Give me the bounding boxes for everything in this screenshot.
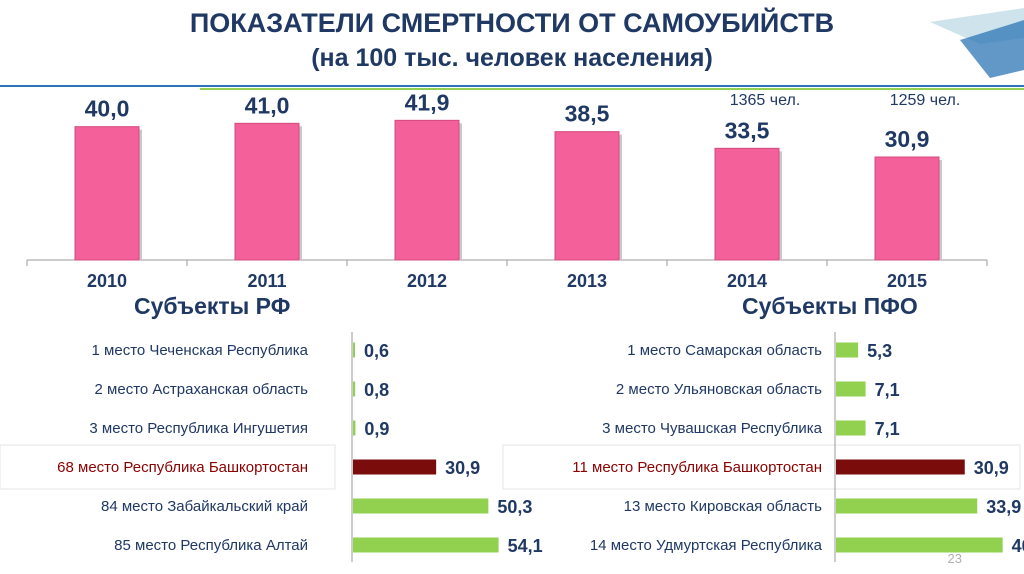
bar-2013 [554, 131, 620, 261]
rank-bar-value: 0,8 [364, 380, 389, 400]
rank-bar [836, 498, 978, 514]
rank-bar-value: 50,3 [497, 497, 532, 517]
people-count-annotation: 1365 чел. [730, 92, 801, 109]
rank-row-label: 3 место Республика Ингушетия [89, 420, 308, 437]
rank-bar [836, 420, 866, 436]
rank-row-label: 14 место Удмуртская Республика [590, 537, 823, 554]
bar-value-label: 41,0 [245, 92, 290, 118]
rank-bar [836, 459, 965, 475]
rank-bar-value: 30,9 [445, 458, 480, 478]
rank-bar-value: 40,0 [1012, 536, 1024, 556]
rank-bar-value: 33,9 [986, 497, 1021, 517]
rank-row-label: 1 место Самарская область [627, 342, 822, 359]
rank-bar-value: 5,3 [867, 341, 892, 361]
highlight-row-box [0, 444, 336, 490]
bar-value-label: 33,5 [725, 117, 770, 143]
rank-row-label: 2 место Астраханская область [95, 381, 309, 398]
x-tick-label: 2011 [247, 271, 286, 291]
rank-bar-value: 0,6 [364, 341, 389, 361]
ranking-bar-charts: 1 место Чеченская Республика 0,6 2 место А… [0, 332, 1024, 562]
rank-row-label: 2 место Ульяновская область [616, 381, 822, 398]
bar-2011 [234, 122, 300, 261]
rank-row-label: 85 место Республика Алтай [114, 537, 308, 554]
rank-bar [836, 381, 866, 397]
rank-bar [836, 537, 1003, 553]
rank-bar-value: 7,1 [875, 380, 900, 400]
rank-row-label: 68 место Республика Башкортостан [57, 459, 308, 476]
bar-value-label: 40,0 [85, 96, 130, 122]
x-tick-label: 2010 [87, 271, 127, 291]
rank-bar [353, 498, 489, 514]
x-tick-label: 2013 [567, 271, 607, 291]
rank-row-label: 3 место Чувашская Республика [602, 420, 822, 437]
top-decoration [0, 8, 1024, 90]
rank-row-label: 11 место Республика Башкортостан [572, 459, 822, 476]
rank-row-label: 13 место Кировская область [624, 498, 823, 515]
x-tick-label: 2012 [407, 271, 447, 291]
slide-number: 23 [947, 551, 962, 566]
bar-2014 [714, 147, 780, 261]
page-title: ПОКАЗАТЕЛИ СМЕРТНОСТИ ОТ САМОУБИЙСТВ [189, 8, 835, 38]
rank-bar-value: 7,1 [875, 419, 900, 439]
bar-2015 [874, 156, 940, 261]
rf-subjects-heading: Субъекты РФ [134, 293, 291, 319]
bar-value-label: 30,9 [885, 126, 930, 152]
rank-bar-value: 54,1 [508, 536, 543, 556]
yearly-bar-chart: 40,0 2010 41,0 2011 41,9 2012 38,5 2013 33,5 2014… [26, 89, 988, 291]
x-tick-label: 2014 [727, 271, 767, 291]
bar-2012 [394, 119, 460, 261]
rank-row-label: 1 место Чеченская Республика [92, 342, 309, 359]
page-subtitle: (на 100 тыс. человек населения) [311, 44, 713, 72]
x-tick-label: 2015 [887, 271, 927, 291]
rank-bar [353, 381, 356, 397]
bar-2010 [74, 126, 140, 261]
rank-bar [353, 459, 437, 475]
pfo-subjects-heading: Субъекты ПФО [742, 293, 918, 319]
bar-value-label: 41,9 [405, 89, 450, 115]
rank-bar [353, 537, 499, 553]
rank-bar-value: 30,9 [974, 458, 1009, 478]
people-count-annotation: 1259 чел. [890, 92, 961, 109]
rank-bar [353, 420, 356, 436]
rank-bar [353, 342, 355, 358]
bar-value-label: 38,5 [565, 101, 610, 127]
rank-bar-value: 0,9 [364, 419, 389, 439]
rank-bar [836, 342, 859, 358]
rank-row-label: 84 место Забайкальский край [101, 498, 308, 515]
